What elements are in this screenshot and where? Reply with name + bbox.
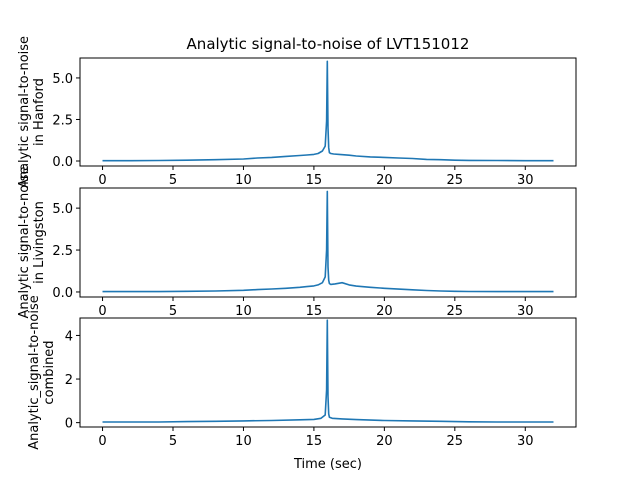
y-axis-label-line: Analytic signal-to-noise — [17, 166, 32, 318]
y-axis-label-line: in Hanford — [32, 78, 47, 146]
y-tick-label: 0.0 — [52, 155, 73, 170]
x-tick-label: 5 — [169, 173, 177, 188]
x-tick-label: 5 — [169, 434, 177, 449]
y-axis-label-line: in Livingston — [32, 201, 47, 284]
y-tick-label: 0 — [65, 417, 73, 432]
subplot-2: 0 5 10 15 20 25 30 0.0 2.5 5.0 Analytic signal-to-… — [17, 166, 577, 319]
x-tick-label: 30 — [517, 434, 534, 449]
y-axis-label: Analytic signal-to-noisein Livingston — [17, 166, 47, 318]
y-axis-label: Analytic_signal-to-noisecombined — [27, 295, 57, 449]
axes-frame — [79, 187, 577, 298]
x-tick-label: 10 — [235, 173, 252, 188]
axes-frame — [79, 57, 577, 167]
series-line-combined — [102, 319, 554, 423]
x-tick-label: 15 — [306, 304, 323, 319]
y-axis-label-line: combined — [42, 340, 57, 404]
axes-frame — [79, 317, 577, 428]
x-tick-label: 0 — [98, 173, 106, 188]
x-tick-label: 20 — [376, 434, 393, 449]
y-tick-label: 2.5 — [52, 244, 73, 259]
x-tick-label: 30 — [517, 173, 534, 188]
y-tick-label: 2.5 — [52, 113, 73, 128]
x-axis-label: Time (sec) — [293, 457, 362, 472]
x-tick-label: 25 — [447, 173, 464, 188]
subplot-3: 0 5 10 15 20 25 30 0 2 4 Analytic_signal-to-noisec… — [27, 295, 577, 450]
x-tick-label: 25 — [447, 304, 464, 319]
subplot-1: 0 5 10 15 20 25 30 0.0 2.5 5.0 Analytic signal-to-… — [17, 36, 577, 188]
y-axis-label-line: Analytic_signal-to-noise — [27, 295, 42, 449]
y-tick-label: 4 — [65, 329, 73, 344]
x-tick-label: 0 — [98, 304, 106, 319]
y-axis-label-line: Analytic signal-to-noise — [17, 36, 32, 188]
x-tick-label: 20 — [376, 173, 393, 188]
series-line-hanford — [102, 60, 554, 162]
x-tick-label: 15 — [306, 173, 323, 188]
series-line-livingston — [102, 190, 554, 293]
x-tick-label: 10 — [235, 434, 252, 449]
x-tick-label: 20 — [376, 304, 393, 319]
x-tick-label: 25 — [447, 434, 464, 449]
chart-title: Analytic signal-to-noise of LVT151012 — [187, 35, 470, 53]
x-tick-label: 15 — [306, 434, 323, 449]
x-tick-label: 0 — [98, 434, 106, 449]
x-tick-label: 30 — [517, 304, 534, 319]
y-tick-label: 0.0 — [52, 286, 73, 301]
x-tick-label: 10 — [235, 304, 252, 319]
y-tick-label: 5.0 — [52, 202, 73, 217]
y-tick-label: 5.0 — [52, 72, 73, 87]
y-axis-label: Analytic signal-to-noisein Hanford — [17, 36, 47, 188]
y-tick-label: 2 — [65, 373, 73, 388]
x-tick-label: 5 — [169, 304, 177, 319]
